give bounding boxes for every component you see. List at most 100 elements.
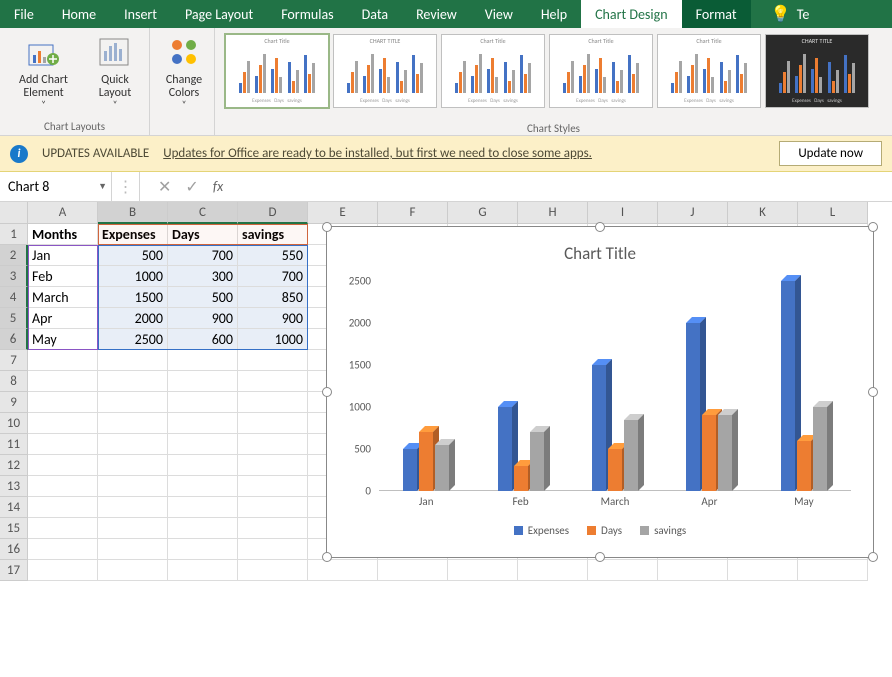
cell-C16[interactable] <box>168 539 238 560</box>
bar[interactable] <box>797 441 811 491</box>
resize-handle[interactable] <box>868 222 878 232</box>
cell-A12[interactable] <box>28 455 98 476</box>
cell-L17[interactable] <box>798 560 868 581</box>
cell-D2[interactable]: 550 <box>238 245 308 266</box>
cell-D6[interactable]: 1000 <box>238 329 308 350</box>
dropdown-icon[interactable]: ▼ <box>98 181 107 192</box>
cell-H17[interactable] <box>518 560 588 581</box>
row-header-7[interactable]: 7 <box>0 350 28 371</box>
cell-C1[interactable]: Days <box>168 224 238 245</box>
cell-A10[interactable] <box>28 413 98 434</box>
bar[interactable] <box>608 449 622 491</box>
tab-review[interactable]: Review <box>402 0 471 28</box>
bar[interactable] <box>530 432 544 491</box>
cell-D16[interactable] <box>238 539 308 560</box>
resize-handle[interactable] <box>595 222 605 232</box>
cell-C2[interactable]: 700 <box>168 245 238 266</box>
quick-layout-button[interactable]: Quick Layout ˅ <box>87 32 143 112</box>
cell-A16[interactable] <box>28 539 98 560</box>
cell-B4[interactable]: 1500 <box>98 287 168 308</box>
cell-A9[interactable] <box>28 392 98 413</box>
tell-me[interactable]: 💡 Te <box>751 0 824 28</box>
cell-J17[interactable] <box>658 560 728 581</box>
row-header-4[interactable]: 4 <box>0 287 28 308</box>
cell-D13[interactable] <box>238 476 308 497</box>
col-header-L[interactable]: L <box>798 202 868 224</box>
plot-area[interactable] <box>379 281 851 491</box>
cell-B17[interactable] <box>98 560 168 581</box>
cell-B15[interactable] <box>98 518 168 539</box>
cell-D17[interactable] <box>238 560 308 581</box>
row-header-8[interactable]: 8 <box>0 371 28 392</box>
cell-B1[interactable]: Expenses <box>98 224 168 245</box>
tab-file[interactable]: File <box>0 0 48 28</box>
cell-A5[interactable]: Apr <box>28 308 98 329</box>
col-header-F[interactable]: F <box>378 202 448 224</box>
tab-view[interactable]: View <box>471 0 527 28</box>
tab-home[interactable]: Home <box>48 0 110 28</box>
bar[interactable] <box>498 407 512 491</box>
tab-chart-design[interactable]: Chart Design <box>581 0 681 28</box>
row-header-2[interactable]: 2 <box>0 245 28 266</box>
bar[interactable] <box>403 449 417 491</box>
row-header-17[interactable]: 17 <box>0 560 28 581</box>
bar[interactable] <box>624 420 638 491</box>
tab-help[interactable]: Help <box>527 0 581 28</box>
col-header-B[interactable]: B <box>98 202 168 224</box>
bar[interactable] <box>813 407 827 491</box>
cell-C3[interactable]: 300 <box>168 266 238 287</box>
bar[interactable] <box>702 415 716 491</box>
name-box[interactable]: Chart 8 ▼ <box>0 172 112 201</box>
cell-D7[interactable] <box>238 350 308 371</box>
cell-A7[interactable] <box>28 350 98 371</box>
cell-D3[interactable]: 700 <box>238 266 308 287</box>
col-header-D[interactable]: D <box>238 202 308 224</box>
update-now-button[interactable]: Update now <box>779 141 882 166</box>
cell-D10[interactable] <box>238 413 308 434</box>
row-header-6[interactable]: 6 <box>0 329 28 350</box>
cell-F17[interactable] <box>378 560 448 581</box>
bar[interactable] <box>718 415 732 491</box>
tab-data[interactable]: Data <box>348 0 402 28</box>
chart-legend[interactable]: ExpensesDayssavings <box>337 524 863 537</box>
resize-handle[interactable] <box>868 552 878 562</box>
resize-handle[interactable] <box>322 387 332 397</box>
col-header-H[interactable]: H <box>518 202 588 224</box>
name-box-expand[interactable]: ⋮ <box>112 172 140 201</box>
cell-D11[interactable] <box>238 434 308 455</box>
cell-K17[interactable] <box>728 560 798 581</box>
tab-formulas[interactable]: Formulas <box>267 0 347 28</box>
legend-item[interactable]: Days <box>587 524 622 537</box>
cell-I17[interactable] <box>588 560 658 581</box>
col-header-J[interactable]: J <box>658 202 728 224</box>
chart-style-6[interactable]: CHART TITLEExpenses Days savings <box>765 34 869 108</box>
cell-B7[interactable] <box>98 350 168 371</box>
cell-B9[interactable] <box>98 392 168 413</box>
cell-C17[interactable] <box>168 560 238 581</box>
cell-A8[interactable] <box>28 371 98 392</box>
cell-C5[interactable]: 900 <box>168 308 238 329</box>
update-message[interactable]: Updates for Office are ready to be insta… <box>163 146 592 161</box>
col-header-E[interactable]: E <box>308 202 378 224</box>
cancel-icon[interactable]: ✕ <box>158 177 171 197</box>
cell-C4[interactable]: 500 <box>168 287 238 308</box>
cell-B2[interactable]: 500 <box>98 245 168 266</box>
cell-C15[interactable] <box>168 518 238 539</box>
cell-D14[interactable] <box>238 497 308 518</box>
row-header-5[interactable]: 5 <box>0 308 28 329</box>
cell-B11[interactable] <box>98 434 168 455</box>
embedded-chart[interactable]: Chart Title 05001000150020002500 JanFebM… <box>326 226 874 558</box>
cell-D15[interactable] <box>238 518 308 539</box>
cell-C12[interactable] <box>168 455 238 476</box>
tab-page-layout[interactable]: Page Layout <box>171 0 267 28</box>
cell-A11[interactable] <box>28 434 98 455</box>
row-header-1[interactable]: 1 <box>0 224 28 245</box>
cell-D1[interactable]: savings <box>238 224 308 245</box>
cell-A15[interactable] <box>28 518 98 539</box>
bar[interactable] <box>686 323 700 491</box>
select-all-corner[interactable] <box>0 202 28 224</box>
cell-B3[interactable]: 1000 <box>98 266 168 287</box>
cell-C6[interactable]: 600 <box>168 329 238 350</box>
bar[interactable] <box>435 445 449 491</box>
change-colors-button[interactable]: Change Colors ˅ <box>156 32 212 112</box>
